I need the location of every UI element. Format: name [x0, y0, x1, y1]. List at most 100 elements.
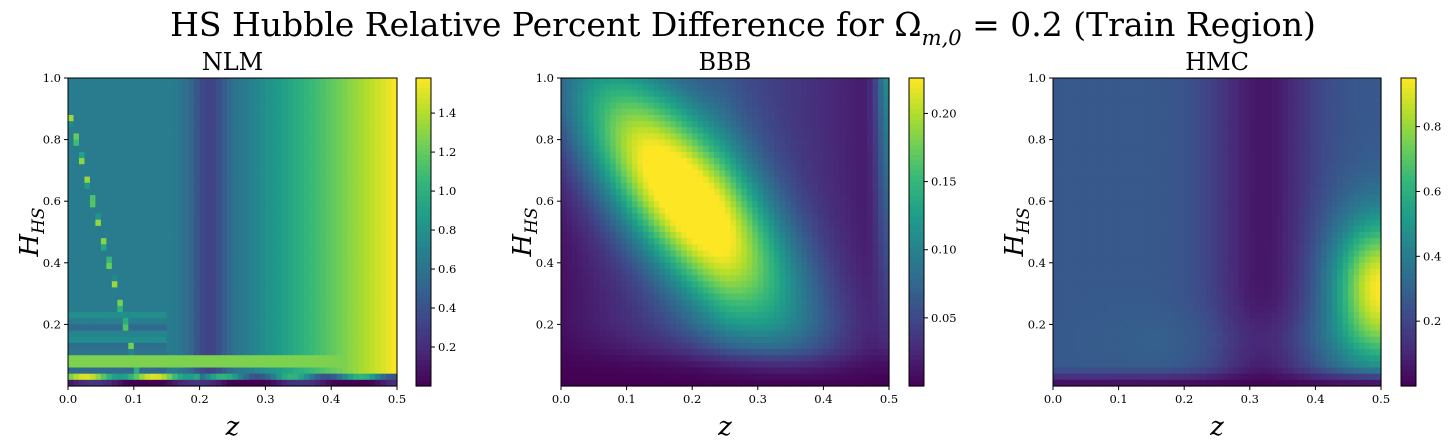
- heatmap-cell: [763, 188, 770, 196]
- heatmap-cell: [637, 195, 644, 202]
- colorbar-tick-label: 1.2: [438, 145, 456, 159]
- heatmap-cell: [703, 182, 710, 190]
- heatmap-cell: [177, 96, 184, 104]
- heatmap-cell: [95, 182, 102, 190]
- heatmap-cell: [150, 349, 157, 356]
- heatmap-cell: [593, 96, 600, 104]
- heatmap-cell: [265, 318, 272, 325]
- heatmap-cell: [342, 90, 349, 98]
- heatmap-cell: [353, 361, 360, 369]
- heatmap-cell: [73, 244, 80, 252]
- heatmap-cell: [681, 207, 688, 215]
- heatmap-cell: [353, 158, 360, 165]
- heatmap-cell: [730, 232, 737, 239]
- heatmap-cell: [730, 281, 737, 289]
- heatmap-cell: [281, 158, 288, 165]
- heatmap-cell: [708, 201, 715, 208]
- heatmap-cell: [697, 207, 704, 215]
- heatmap-cell: [292, 324, 299, 332]
- heatmap-cell: [139, 349, 146, 356]
- heatmap-cell: [117, 213, 124, 221]
- heatmap-cell: [281, 287, 288, 295]
- heatmap-cell: [336, 232, 343, 239]
- heatmap-cell: [227, 219, 234, 227]
- heatmap-cell: [714, 102, 721, 110]
- heatmap-cell: [122, 176, 129, 184]
- heatmap-cell: [139, 287, 146, 295]
- heatmap-cell: [100, 114, 107, 122]
- heatmap-cell: [150, 256, 157, 264]
- heatmap-cell: [369, 90, 376, 98]
- heatmap-cell: [254, 102, 261, 110]
- heatmap-cell: [610, 349, 617, 356]
- heatmap-cell: [342, 201, 349, 208]
- heatmap-cell: [106, 373, 113, 381]
- heatmap-cell: [205, 145, 212, 153]
- x-axis-label: z: [225, 412, 240, 442]
- heatmap-cell: [561, 195, 568, 202]
- heatmap-cell: [78, 164, 86, 171]
- heatmap-cell: [703, 139, 710, 147]
- heatmap-cell: [561, 244, 568, 252]
- heatmap-cell: [243, 219, 250, 227]
- heatmap-cell: [692, 207, 699, 215]
- heatmap-cell: [599, 84, 606, 91]
- heatmap-cell: [358, 262, 365, 270]
- heatmap-cell: [133, 293, 140, 301]
- heatmap-cell: [161, 96, 168, 104]
- heatmap-cell: [593, 262, 600, 270]
- heatmap-cell: [730, 201, 737, 208]
- heatmap-cell: [309, 349, 316, 356]
- heatmap-cell: [593, 330, 600, 338]
- heatmap-cell: [227, 355, 234, 362]
- heatmap-cell: [675, 293, 682, 301]
- heatmap-cell: [588, 201, 595, 208]
- heatmap-cell: [139, 108, 146, 116]
- heatmap-cell: [369, 379, 376, 387]
- heatmap-cell: [604, 108, 611, 116]
- heatmap-cell: [380, 164, 387, 171]
- heatmap-cell: [144, 114, 151, 122]
- heatmap-cell: [177, 201, 184, 208]
- heatmap-cell: [254, 318, 261, 325]
- heatmap-cell: [183, 90, 190, 98]
- colorbar-segment: [416, 344, 431, 351]
- heatmap-cell: [292, 373, 299, 381]
- heatmap-cell: [177, 195, 184, 202]
- heatmap-cell: [281, 195, 288, 202]
- heatmap-cell: [95, 139, 102, 147]
- heatmap-cell: [117, 182, 124, 190]
- heatmap-cell: [369, 324, 376, 332]
- heatmap-cell: [276, 213, 283, 221]
- heatmap-cell: [741, 207, 748, 215]
- heatmap-cell: [188, 342, 195, 350]
- heatmap-cell: [637, 207, 644, 215]
- heatmap-cell: [183, 139, 190, 147]
- heatmap-cell: [133, 281, 140, 289]
- heatmap-cell: [254, 275, 261, 282]
- heatmap-cell: [380, 293, 387, 301]
- heatmap-cell: [599, 232, 606, 239]
- heatmap-cell: [561, 201, 568, 208]
- heatmap-cell: [653, 127, 660, 135]
- heatmap-cell: [205, 84, 212, 91]
- heatmap-cell: [725, 102, 732, 110]
- heatmap-cell: [117, 256, 124, 264]
- heatmap-cell: [100, 238, 107, 245]
- heatmap-cell: [205, 207, 212, 215]
- heatmap-cell: [89, 342, 97, 350]
- heatmap-cell: [248, 324, 256, 332]
- heatmap-cell: [205, 349, 212, 356]
- heatmap-cell: [681, 201, 688, 208]
- heatmap-cell: [248, 318, 256, 325]
- heatmap-cell: [303, 108, 310, 116]
- heatmap-cell: [686, 90, 693, 98]
- heatmap-cell: [254, 201, 261, 208]
- heatmap-cell: [621, 195, 628, 202]
- heatmap-cell: [369, 342, 376, 350]
- heatmap-cell: [380, 158, 387, 165]
- heatmap-cell: [232, 164, 239, 171]
- heatmap-cell: [342, 379, 349, 387]
- heatmap-cell: [144, 367, 151, 375]
- heatmap-cell: [763, 170, 770, 178]
